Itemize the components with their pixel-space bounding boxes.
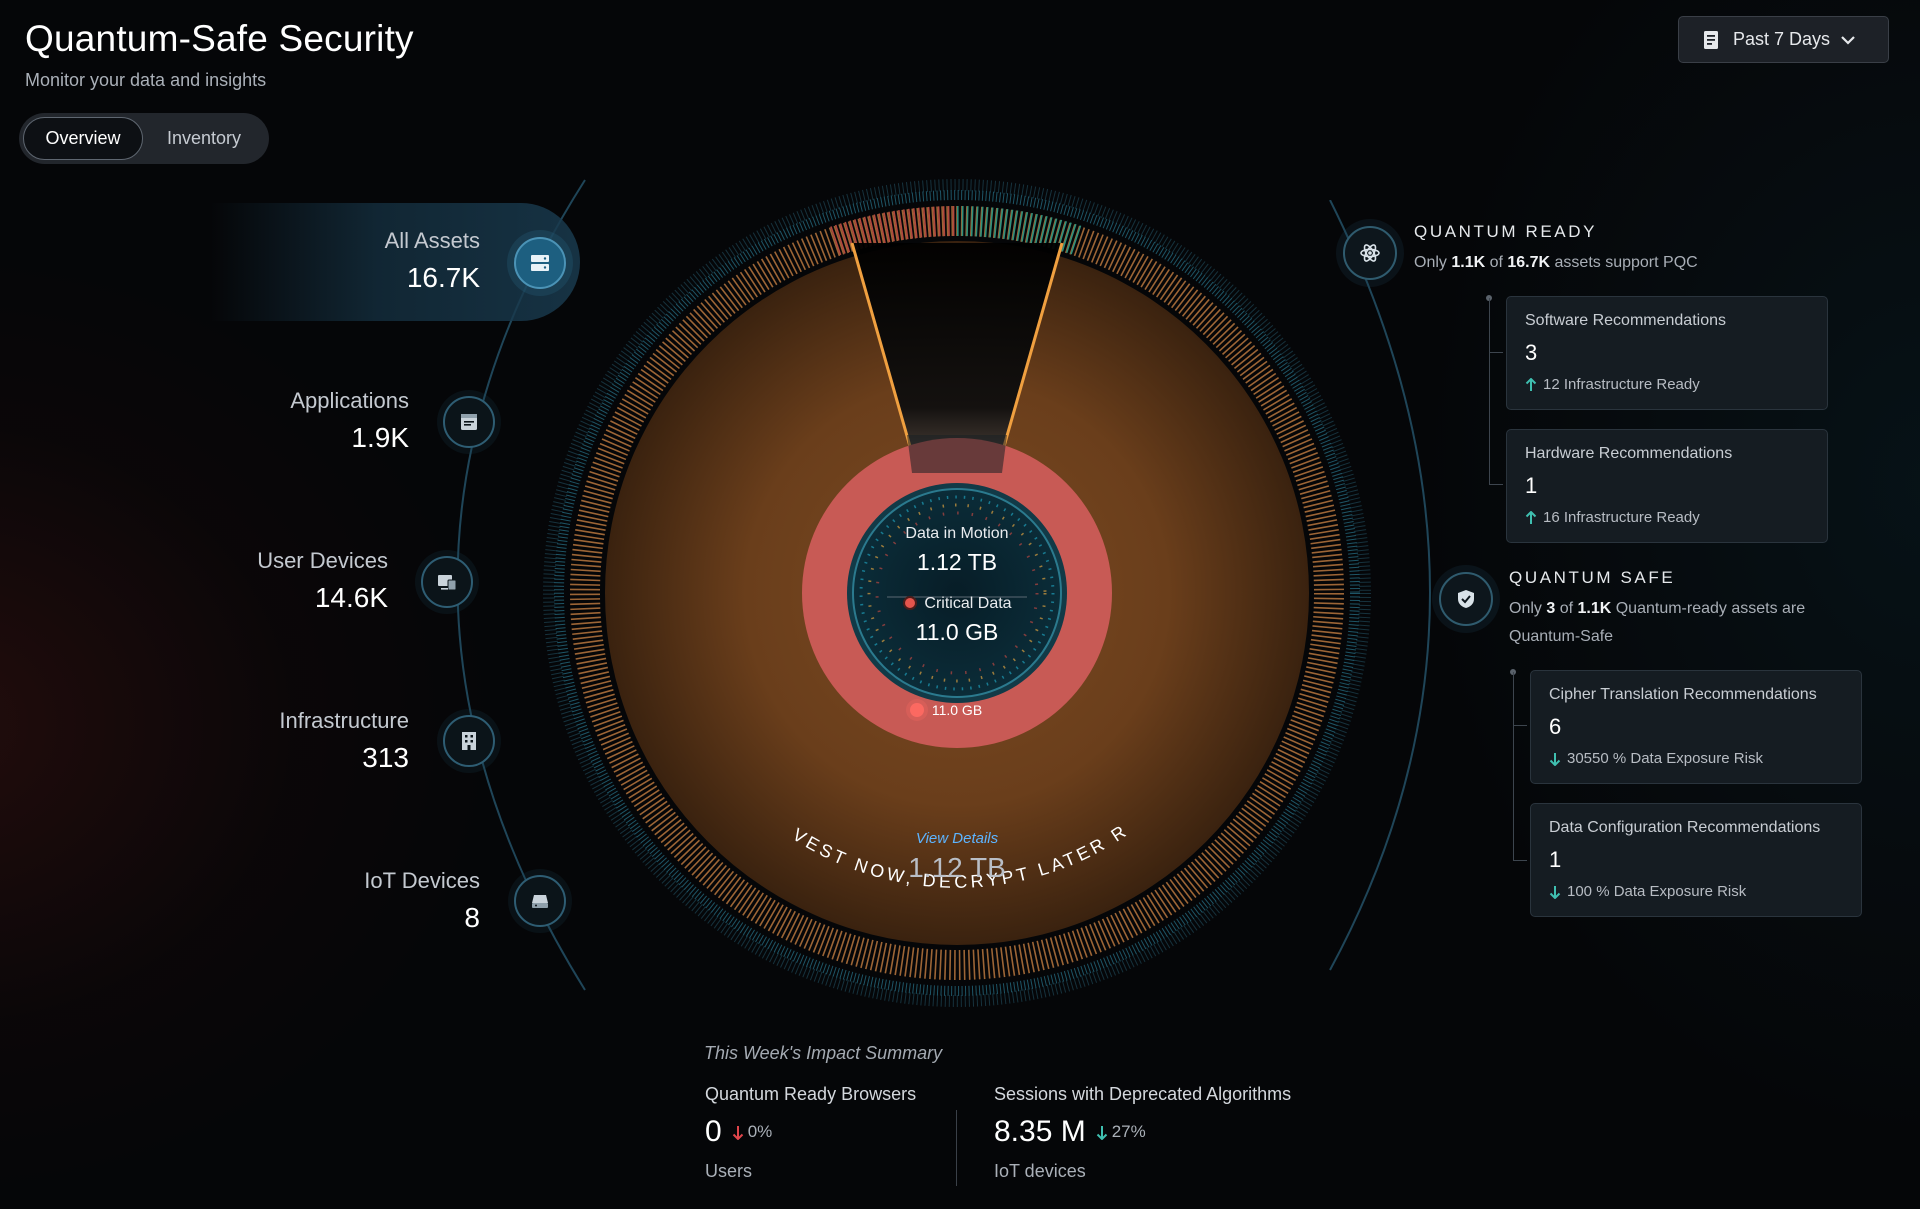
critical-data-value: 11.0 GB bbox=[915, 619, 999, 645]
quantum-safe-desc: Only 3 of 1.1K Quantum-ready assets are … bbox=[1509, 600, 1806, 645]
asset-value: 8 bbox=[464, 902, 480, 933]
view-details-link[interactable]: View Details bbox=[915, 830, 999, 847]
asset-value: 14.6K bbox=[314, 582, 388, 613]
view-tabs: Overview Inventory bbox=[19, 113, 269, 164]
software-recommendations-card[interactable]: Software Recommendations 3 12 Infrastruc… bbox=[1506, 296, 1828, 410]
tree-connector bbox=[1513, 672, 1514, 860]
metric-value: 0 bbox=[705, 1115, 722, 1148]
card-value: 1 bbox=[1525, 473, 1538, 498]
impact-summary-title: This Week's Impact Summary bbox=[704, 1043, 943, 1063]
asset-user-devices[interactable]: User Devices 14.6K bbox=[128, 548, 388, 614]
date-range-label: Past 7 Days bbox=[1733, 29, 1831, 49]
asset-label: User Devices bbox=[257, 548, 388, 573]
card-title: Hardware Recommendations bbox=[1525, 445, 1733, 462]
asset-label: Infrastructure bbox=[279, 708, 409, 733]
metric-change: 27% bbox=[1096, 1122, 1146, 1142]
data-in-motion-value: 1.12 TB bbox=[916, 549, 998, 575]
atom-icon bbox=[1343, 226, 1397, 280]
metric-sub: Users bbox=[705, 1161, 753, 1181]
data-risk-donut: HARVEST NOW, DECRYPT LATER RISK Data in … bbox=[537, 173, 1377, 1013]
asset-value: 1.9K bbox=[351, 422, 409, 453]
data-in-motion-label: Data in Motion bbox=[905, 525, 1009, 542]
cipher-translation-card[interactable]: Cipher Translation Recommendations 6 305… bbox=[1530, 670, 1862, 784]
metric-change: 0% bbox=[732, 1122, 772, 1142]
donut-total-value: 1.12 TB bbox=[908, 852, 1006, 883]
data-configuration-card[interactable]: Data Configuration Recommendations 1 100… bbox=[1530, 803, 1862, 917]
quantum-ready-desc: Only 1.1K of 16.7K assets support PQC bbox=[1414, 254, 1698, 271]
asset-label: IoT Devices bbox=[364, 868, 480, 893]
tree-connector bbox=[1489, 298, 1490, 484]
tree-branch bbox=[1513, 725, 1527, 726]
donut-graphic: HARVEST NOW, DECRYPT LATER RISK bbox=[537, 173, 1371, 1007]
document-icon bbox=[1704, 30, 1718, 49]
arrow-down-icon bbox=[732, 1125, 743, 1140]
card-footer: 12 Infrastructure Ready bbox=[1525, 376, 1809, 393]
date-range-dropdown[interactable]: Past 7 Days bbox=[1678, 16, 1889, 63]
card-title: Software Recommendations bbox=[1525, 312, 1726, 329]
server-icon[interactable] bbox=[514, 237, 566, 289]
asset-label: All Assets bbox=[384, 228, 480, 253]
metric-label: Sessions with Deprecated Algorithms bbox=[994, 1084, 1292, 1104]
page-subtitle: Monitor your data and insights bbox=[25, 70, 267, 90]
arrow-up-icon bbox=[1525, 377, 1537, 391]
arrow-down-icon bbox=[1096, 1125, 1107, 1140]
asset-infrastructure[interactable]: Infrastructure 313 bbox=[149, 708, 409, 774]
page-title: Quantum-Safe Security bbox=[25, 18, 414, 59]
building-icon[interactable] bbox=[443, 715, 495, 767]
tab-overview[interactable]: Overview bbox=[23, 117, 143, 160]
metric-quantum-ready-browsers: Quantum Ready Browsers 0 0% Users bbox=[705, 1084, 916, 1182]
metric-label: Quantum Ready Browsers bbox=[705, 1084, 917, 1104]
arrow-down-icon bbox=[1549, 885, 1561, 899]
metric-deprecated-sessions: Sessions with Deprecated Algorithms 8.35… bbox=[994, 1084, 1291, 1182]
critical-data-label: Critical Data bbox=[924, 595, 1012, 612]
impact-divider bbox=[956, 1110, 957, 1186]
quantum-safe-title: QUANTUM SAFE bbox=[1509, 568, 1676, 587]
devices-icon[interactable] bbox=[421, 556, 473, 608]
card-title: Cipher Translation Recommendations bbox=[1549, 686, 1817, 703]
metric-value: 8.35 M bbox=[994, 1115, 1086, 1148]
asset-all-assets[interactable]: All Assets 16.7K bbox=[220, 228, 480, 294]
iot-device-icon[interactable] bbox=[514, 875, 566, 927]
critical-ring-label: 11.0 GB bbox=[931, 702, 983, 718]
chevron-down-icon bbox=[1841, 35, 1855, 45]
quantum-ready-title: QUANTUM READY bbox=[1414, 222, 1598, 241]
tab-inventory[interactable]: Inventory bbox=[166, 128, 242, 148]
tree-branch bbox=[1489, 352, 1503, 353]
hardware-recommendations-card[interactable]: Hardware Recommendations 1 16 Infrastruc… bbox=[1506, 429, 1828, 543]
asset-applications[interactable]: Applications 1.9K bbox=[149, 388, 409, 454]
card-footer: 100 % Data Exposure Risk bbox=[1549, 883, 1843, 900]
asset-value: 16.7K bbox=[406, 262, 480, 293]
asset-value: 313 bbox=[362, 742, 409, 773]
arrow-down-icon bbox=[1549, 752, 1561, 766]
card-footer: 30550 % Data Exposure Risk bbox=[1549, 750, 1843, 767]
card-footer: 16 Infrastructure Ready bbox=[1525, 509, 1809, 526]
tree-branch bbox=[1513, 860, 1527, 861]
metric-sub: IoT devices bbox=[994, 1161, 1086, 1181]
application-icon[interactable] bbox=[443, 396, 495, 448]
asset-label: Applications bbox=[290, 388, 409, 413]
shield-check-icon bbox=[1439, 572, 1493, 626]
tree-branch bbox=[1489, 484, 1503, 485]
card-title: Data Configuration Recommendations bbox=[1549, 819, 1821, 836]
card-value: 1 bbox=[1549, 847, 1562, 872]
arrow-up-icon bbox=[1525, 510, 1537, 524]
asset-iot-devices[interactable]: IoT Devices 8 bbox=[220, 868, 480, 934]
card-value: 3 bbox=[1525, 340, 1538, 365]
card-value: 6 bbox=[1549, 714, 1562, 739]
page-header: Quantum-Safe Security Monitor your data … bbox=[25, 18, 414, 91]
